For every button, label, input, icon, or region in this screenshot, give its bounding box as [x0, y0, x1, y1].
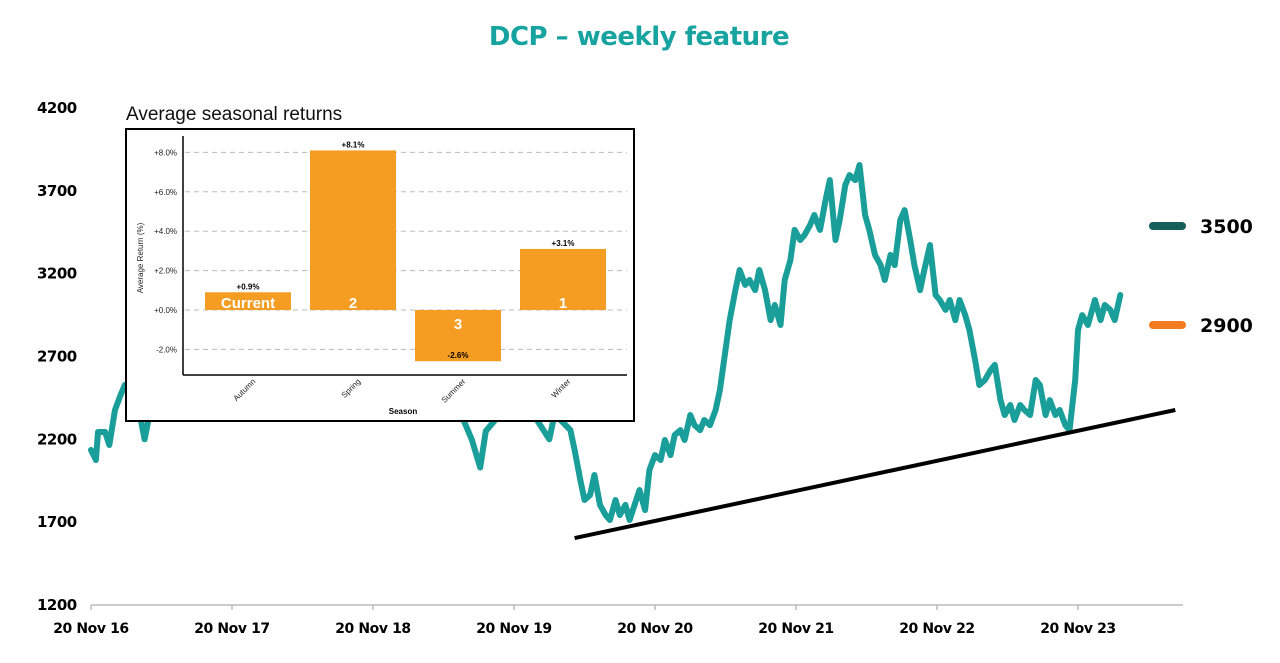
inset-bar-rank-label: 3	[454, 316, 462, 333]
x-tick-label: 20 Nov 22	[899, 621, 975, 637]
inset-y-tick-label: +8.0%	[154, 148, 177, 157]
legend: 3500 2900	[1149, 216, 1253, 337]
inset-bar-rank-label: 1	[559, 295, 567, 312]
inset-seasonal-chart: Average seasonal returns -2.0% +0.0% +2.0%…	[125, 104, 635, 422]
inset-value-label: +0.9%	[237, 282, 260, 291]
inset-ylabel: Average Return (%)	[136, 222, 145, 293]
inset-bar-autumn	[205, 292, 291, 310]
inset-bar-rank-label: 2	[349, 295, 357, 312]
y-tick-label: 1700	[37, 513, 77, 531]
inset-y-tick-label: +0.0%	[154, 306, 177, 315]
y-tick-label: 2700	[37, 348, 77, 366]
inset-bar-winter	[520, 248, 606, 310]
inset-bar-spring	[310, 150, 396, 310]
x-tick-label: 20 Nov 23	[1040, 621, 1116, 637]
trend-line	[574, 408, 1176, 541]
inset-xlabel: Season	[389, 407, 418, 416]
x-tick-label: 20 Nov 16	[53, 621, 129, 637]
inset-y-tick-label: +2.0%	[154, 267, 177, 276]
chart-title: DCP – weekly feature	[489, 22, 789, 52]
legend-label: 2900	[1200, 315, 1253, 337]
y-tick-label: 2200	[37, 430, 77, 448]
inset-bar-rank-label: Current	[221, 295, 275, 312]
inset-title: Average seasonal returns	[126, 104, 342, 125]
legend-label: 3500	[1200, 216, 1253, 238]
inset-y-tick-label: -2.0%	[156, 345, 177, 354]
inset-value-label: -2.6%	[448, 351, 469, 360]
inset-bar-summer	[415, 310, 501, 362]
y-tick-label: 4200	[37, 99, 77, 117]
y-tick-label: 3200	[37, 265, 77, 283]
x-tick-label: 20 Nov 19	[476, 621, 552, 637]
inset-value-label: +8.1%	[342, 140, 365, 149]
inset-value-label: +3.1%	[552, 239, 575, 248]
y-tick-label: 1200	[37, 596, 77, 614]
inset-y-tick-label: +6.0%	[154, 188, 177, 197]
x-tick-label: 20 Nov 21	[758, 621, 834, 637]
x-tick-label: 20 Nov 20	[617, 621, 693, 637]
y-tick-label: 3700	[37, 182, 77, 200]
x-tick-label: 20 Nov 18	[335, 621, 411, 637]
inset-y-tick-label: +4.0%	[154, 227, 177, 236]
x-tick-label: 20 Nov 17	[194, 621, 270, 637]
